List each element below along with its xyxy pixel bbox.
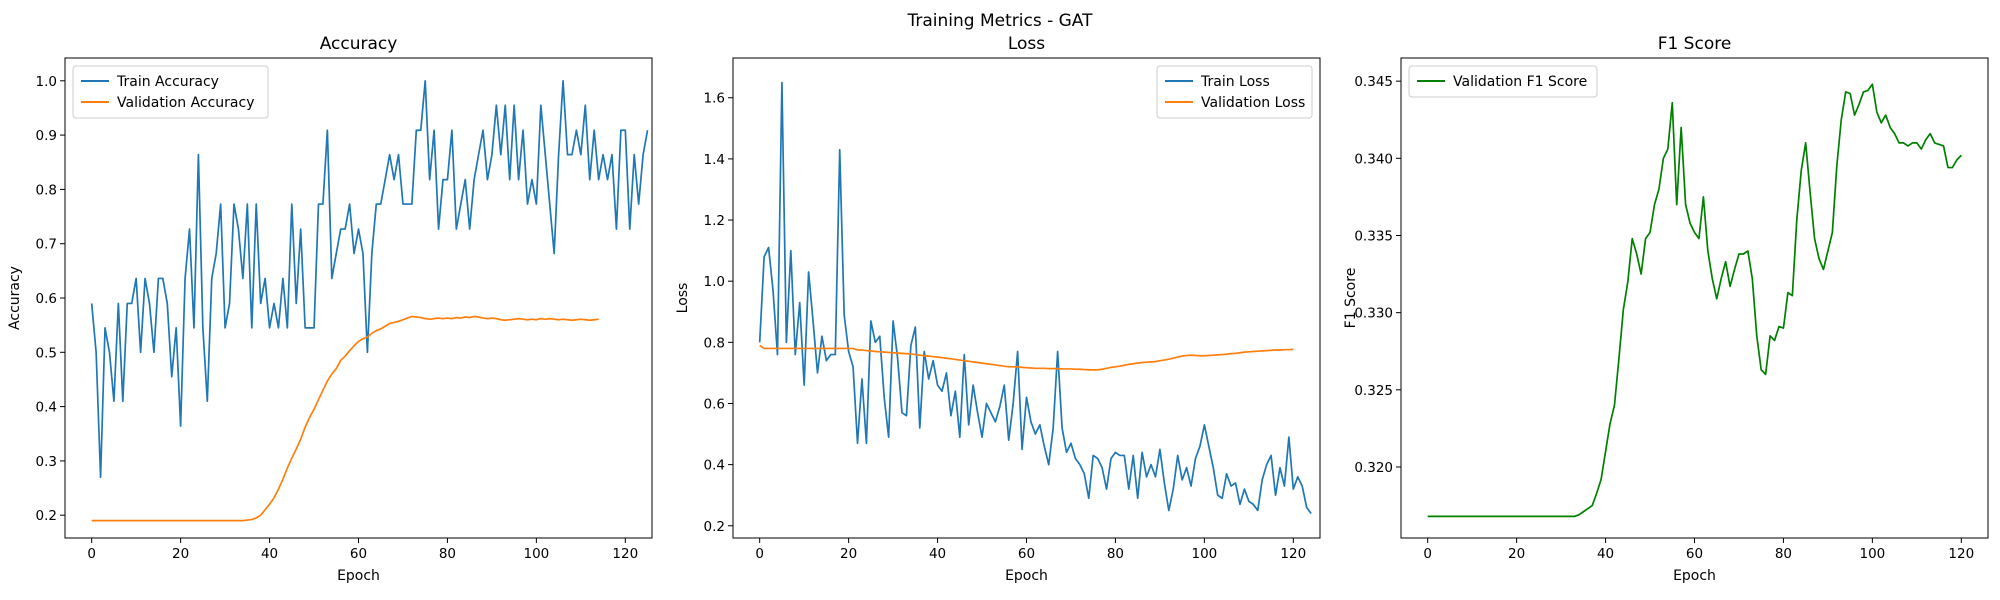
- x-tick-label: 60: [1686, 546, 1703, 562]
- subplot-2: Loss 0 20 40 60 80 100 120 0.2 0.4 0.6 0.8 1.0 1.2 1.4…: [675, 34, 1321, 584]
- y-tick-label: 0.6: [704, 396, 725, 412]
- subplot-1: Accuracy 0 20 40 60 80 100 120 0.2 0.3 0.4 0.5 0.6 0.…: [7, 34, 653, 584]
- x-tick-label: 100: [523, 546, 549, 562]
- y-tick-label: 1.0: [36, 74, 57, 90]
- y-tick-label: 0.4: [704, 458, 725, 474]
- series-line-2: [91, 315, 599, 522]
- x-tick-label: 0: [755, 546, 764, 562]
- y-tick-label: 0.3: [36, 454, 57, 470]
- legend-label: Validation F1 Score: [1453, 74, 1587, 90]
- legend: Train Loss Validation Loss: [1156, 65, 1313, 119]
- series-line-1: [758, 81, 1312, 515]
- x-tick-label: 100: [1859, 546, 1885, 562]
- legend-label: Validation Loss: [1201, 95, 1305, 111]
- axes-frame: [732, 57, 1321, 539]
- legend-box: [1408, 65, 1598, 98]
- y-tick-label: 1.4: [704, 152, 725, 168]
- x-tick-label: 120: [612, 546, 638, 562]
- x-tick-label: 60: [350, 546, 367, 562]
- series-line-2: [759, 344, 1294, 371]
- x-tick-label: 40: [929, 546, 946, 562]
- series-line-1: [1427, 83, 1962, 518]
- series-line-1: [90, 79, 649, 479]
- y-tick-label: 0.8: [36, 182, 57, 198]
- x-tick-label: 120: [1948, 546, 1974, 562]
- y-tick-label: 0.340: [1354, 151, 1393, 167]
- subplot-title: Accuracy: [320, 34, 398, 54]
- legend-label: Train Accuracy: [116, 74, 219, 90]
- x-tick-label: 120: [1280, 546, 1306, 562]
- y-tick-label: 0.325: [1354, 383, 1393, 399]
- figure-suptitle: Training Metrics - GAT: [907, 11, 1094, 31]
- axes-frame: [1400, 57, 1989, 539]
- x-tick-label: 40: [261, 546, 278, 562]
- subplot-3: F1 Score 0 20 40 60 80 100 120 0.320 0.325 0.330 0.…: [1343, 34, 1989, 584]
- subplot-title: Loss: [1008, 34, 1045, 54]
- y-tick-label: 0.345: [1354, 74, 1393, 90]
- y-tick-label: 0.6: [36, 291, 57, 307]
- y-tick-label: 0.2: [704, 519, 725, 535]
- y-tick-label: 0.320: [1354, 460, 1393, 476]
- legend-box: [1156, 65, 1313, 119]
- legend: Validation F1 Score: [1408, 65, 1598, 98]
- x-axis-label: Epoch: [337, 568, 380, 584]
- y-axis-label: Loss: [675, 283, 691, 314]
- y-tick-label: 1.2: [704, 213, 725, 229]
- y-axis-label: F1 Score: [1343, 268, 1359, 329]
- y-tick-label: 0.330: [1354, 306, 1393, 322]
- legend-label: Validation Accuracy: [117, 95, 255, 111]
- y-tick-label: 0.9: [36, 128, 57, 144]
- x-tick-label: 20: [840, 546, 857, 562]
- y-tick-label: 1.6: [704, 91, 725, 107]
- y-tick-label: 0.5: [36, 345, 57, 361]
- legend-label: Train Loss: [1200, 74, 1270, 90]
- x-tick-label: 80: [1775, 546, 1792, 562]
- y-tick-label: 0.7: [36, 237, 57, 253]
- axes-frame: [64, 57, 653, 539]
- y-axis-label: Accuracy: [7, 266, 23, 330]
- x-tick-label: 100: [1191, 546, 1217, 562]
- x-tick-label: 40: [1597, 546, 1614, 562]
- y-tick-label: 0.4: [36, 400, 57, 416]
- x-tick-label: 80: [1107, 546, 1124, 562]
- x-tick-label: 60: [1018, 546, 1035, 562]
- subplot-title: F1 Score: [1658, 34, 1732, 54]
- x-tick-label: 20: [172, 546, 189, 562]
- x-tick-label: 0: [1423, 546, 1432, 562]
- x-tick-label: 20: [1508, 546, 1525, 562]
- legend: Train Accuracy Validation Accuracy: [72, 65, 269, 119]
- x-axis-label: Epoch: [1005, 568, 1048, 584]
- y-tick-label: 0.335: [1354, 228, 1393, 244]
- x-axis-label: Epoch: [1673, 568, 1716, 584]
- x-tick-label: 80: [439, 546, 456, 562]
- y-tick-label: 0.2: [36, 508, 57, 524]
- y-tick-label: 0.8: [704, 335, 725, 351]
- legend-box: [72, 65, 269, 119]
- x-tick-label: 0: [87, 546, 96, 562]
- y-tick-label: 1.0: [704, 274, 725, 290]
